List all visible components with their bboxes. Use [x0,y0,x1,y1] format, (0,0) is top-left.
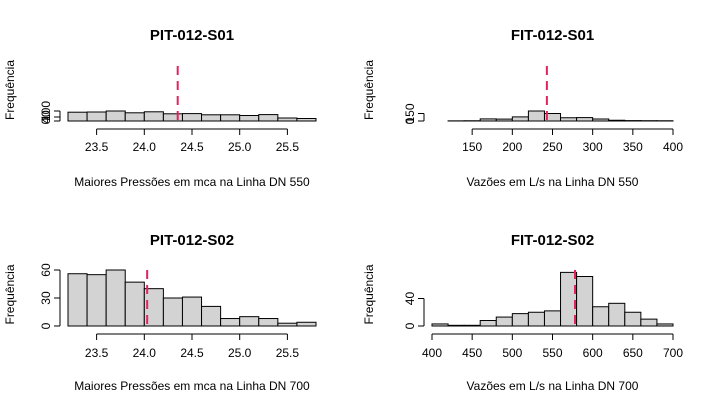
panel-3-x-tick-label: 24.5 [180,346,204,360]
panel-2-x-tick-label: 300 [583,140,603,154]
panel-4-x-tick-label: 500 [502,346,522,360]
panel-1-bar [162,113,183,122]
panel-4-y-tick-label: 0 [403,322,417,329]
panel-1-bar [105,110,126,122]
panel-1-bar [258,114,279,122]
panel-4-title: FIT-012-S02 [511,232,594,249]
panel-4-x-tick-label: 600 [583,346,603,360]
panel-4-y-tick-label: 40 [403,292,417,306]
panel-4-bar [447,324,465,327]
panel-2-bar [495,118,513,122]
panel-3-bar [67,273,88,327]
panel-1-bar [124,112,145,122]
panel-2-bar [608,119,626,122]
panel-2-bar [592,118,610,122]
panel-3-bar [105,269,126,327]
panel-4-x-tick-label: 450 [462,346,482,360]
panel-1-y-tick-label: 0 [39,117,53,124]
panel-2-y-tick-label: 0 [403,117,417,124]
panel-3-bar [277,322,298,327]
panel-4-bar [656,323,674,327]
panel-3-bar [181,296,203,327]
panel-4-x-tick-label: 550 [542,346,562,360]
panel-1-x-tick-label: 24.0 [133,140,157,154]
panel-1-x-tick-label: 23.5 [85,140,109,154]
panel-1-bar [296,118,317,122]
panel-4-bar [592,306,610,327]
panel-1-bar [143,111,164,122]
panel-4-bar [495,316,513,327]
panel-4-x-tick-label: 700 [663,346,683,360]
panel-3-bar [86,274,107,327]
panel-3-bar [124,281,145,327]
panel-4-bar [576,276,594,327]
panel-4-x-tick-label: 400 [422,346,442,360]
panel-3-y-tick-label: 30 [39,291,53,305]
panel-4-bar [479,320,497,327]
panel-4-y-label: Frequência [362,264,376,324]
panel-3-y-tick-label: 60 [39,263,53,277]
panel-2-title: FIT-012-S01 [511,27,594,44]
panel-3-x-tick-label: 23.5 [85,346,109,360]
panel-4-bar [431,323,449,327]
panel-2-bar [560,117,578,122]
panel-4-bar [511,313,529,327]
panel-3-y-tick-label: 0 [39,322,53,329]
panel-3-bar [239,316,260,327]
panel-3-x-label: Maiores Pressões em mca na Linha DN 700 [74,379,310,393]
panel-3-bar [258,318,279,327]
panel-3-x-tick-label: 24.0 [133,346,157,360]
panel-4-bar [463,324,481,327]
panel-3-bar [296,321,317,327]
panel-1-bar [220,114,241,122]
panel-3-bar [162,297,183,327]
panel-2-y-tick-label: 150 [403,103,417,123]
panel-3-bar [220,318,241,327]
panel-1-bar [181,113,203,122]
panel-1-bar [277,117,298,122]
panel-2-x-tick-label: 350 [623,140,643,154]
panel-1-y-tick-label: 100 [39,101,53,121]
panel-2-bar [576,117,594,122]
panel-4-bar [624,311,642,327]
panel-2-bar [527,110,545,122]
panel-1-x-tick-label: 25.0 [228,140,252,154]
panel-2-x-tick-label: 200 [502,140,522,154]
panel-3-x-tick-label: 25.0 [228,346,252,360]
panel-3-x-tick-label: 25.5 [276,346,300,360]
panel-2-y-label: Frequência [362,60,376,120]
panel-1-bar [239,115,260,122]
panel-4-x-tick-label: 650 [623,346,643,360]
panel-1-x-tick-label: 25.5 [276,140,300,154]
panel-1-title: PIT-012-S01 [150,27,234,44]
panel-2-bar [479,118,497,122]
panel-4-x-label: Vazões em L/s na Linha DN 700 [467,379,639,393]
panel-1-bar [86,111,107,122]
panel-2-x-tick-label: 250 [542,140,562,154]
panel-2-x-tick-label: 150 [462,140,482,154]
panel-1-bar [67,111,88,122]
panel-2-x-label: Vazões em L/s na Linha DN 550 [467,175,639,189]
panel-1-y-label: Frequência [3,60,17,120]
panel-1-y-tick-label: 40 [39,110,53,124]
panel-3-title: PIT-012-S02 [150,232,234,249]
panel-1-x-label: Maiores Pressões em mca na Linha DN 550 [74,175,310,189]
panel-4-bar [640,318,658,327]
panel-2-x-tick-label: 400 [663,140,683,154]
panel-4-bar [608,302,626,327]
panel-4-bar [543,310,562,327]
panel-1-x-tick-label: 24.5 [180,140,204,154]
panel-2-bar [511,116,529,122]
panel-1-bar [201,114,222,122]
panel-4-bar [527,311,545,327]
panel-3-y-label: Frequência [3,264,17,324]
panel-3-bar [201,305,222,327]
